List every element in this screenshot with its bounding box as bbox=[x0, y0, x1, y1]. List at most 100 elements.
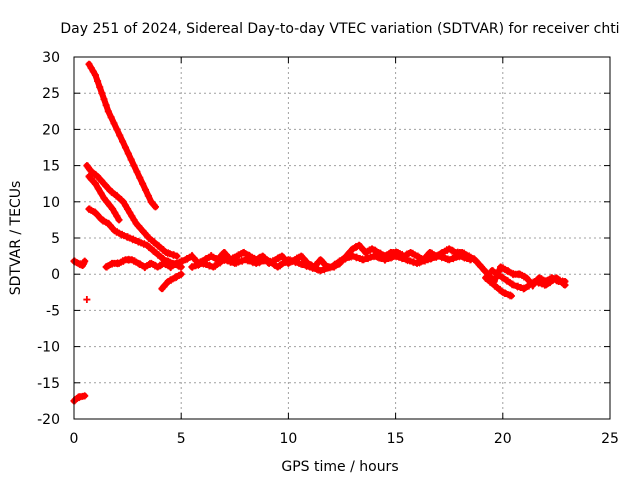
y-tick-label: 15 bbox=[42, 159, 60, 175]
data-point bbox=[456, 252, 464, 260]
data-point bbox=[488, 267, 496, 275]
data-point bbox=[144, 192, 152, 200]
data-point bbox=[520, 285, 528, 293]
data-point bbox=[259, 257, 267, 265]
data-point bbox=[136, 174, 144, 182]
data-point bbox=[531, 277, 539, 285]
data-point bbox=[100, 95, 108, 103]
data-point bbox=[449, 255, 457, 263]
series-trace-lower bbox=[491, 271, 566, 293]
data-point bbox=[492, 269, 500, 277]
data-point bbox=[331, 261, 339, 269]
data-point bbox=[431, 253, 439, 261]
data-point bbox=[98, 89, 106, 97]
data-point bbox=[545, 279, 553, 287]
data-point bbox=[334, 258, 342, 266]
y-tick-label: 10 bbox=[42, 195, 60, 211]
data-point bbox=[87, 64, 95, 72]
data-point bbox=[162, 248, 170, 256]
data-point bbox=[420, 257, 428, 265]
x-tick-label: 10 bbox=[279, 431, 297, 447]
data-track bbox=[70, 257, 89, 271]
data-point bbox=[288, 257, 296, 265]
data-point bbox=[139, 180, 147, 188]
data-point bbox=[392, 252, 400, 260]
data-point bbox=[413, 259, 421, 267]
data-point bbox=[256, 258, 264, 266]
y-tick-label: -15 bbox=[37, 376, 60, 392]
data-point bbox=[542, 281, 550, 289]
data-point bbox=[217, 258, 225, 266]
data-point bbox=[188, 263, 196, 271]
data-point bbox=[463, 255, 471, 263]
data-point bbox=[367, 253, 375, 261]
y-axis-title: SDTVAR / TECUs bbox=[8, 181, 24, 296]
data-point bbox=[445, 256, 453, 264]
data-point bbox=[356, 255, 364, 263]
data-point bbox=[395, 253, 403, 261]
data-track bbox=[85, 60, 159, 211]
data-point bbox=[434, 252, 442, 260]
data-point bbox=[151, 203, 159, 211]
data-point bbox=[249, 258, 257, 266]
data-point bbox=[209, 263, 217, 271]
data-point bbox=[352, 253, 360, 261]
data-point bbox=[370, 252, 378, 260]
data-point bbox=[227, 258, 235, 266]
data-point bbox=[202, 261, 210, 269]
data-point bbox=[320, 265, 328, 273]
data-point bbox=[513, 282, 521, 290]
data-point bbox=[284, 256, 292, 264]
data-point bbox=[406, 257, 414, 265]
data-point bbox=[89, 67, 97, 75]
data-point bbox=[427, 255, 435, 263]
data-point bbox=[302, 262, 310, 270]
data-point bbox=[141, 186, 149, 194]
data-point bbox=[81, 392, 89, 400]
data-point bbox=[349, 252, 357, 260]
data-point bbox=[177, 270, 185, 278]
data-point bbox=[119, 137, 127, 145]
data-point bbox=[502, 276, 510, 284]
data-point bbox=[327, 263, 335, 271]
data-point bbox=[121, 201, 129, 209]
data-point bbox=[317, 267, 325, 275]
data-point bbox=[363, 255, 371, 263]
data-point bbox=[338, 256, 346, 264]
data-point bbox=[130, 216, 138, 224]
data-series bbox=[70, 60, 569, 405]
data-point bbox=[252, 259, 260, 267]
data-point bbox=[94, 185, 102, 193]
data-point bbox=[306, 263, 314, 271]
y-tick-label: 0 bbox=[51, 267, 60, 283]
grid bbox=[74, 57, 610, 419]
data-point bbox=[109, 205, 117, 213]
data-point bbox=[100, 194, 108, 202]
data-point bbox=[195, 261, 203, 269]
data-point bbox=[377, 255, 385, 263]
y-tick-label: -20 bbox=[37, 412, 60, 428]
data-point bbox=[121, 144, 129, 151]
data-point bbox=[103, 198, 111, 206]
data-point bbox=[267, 258, 275, 266]
data-point bbox=[277, 261, 285, 269]
data-point bbox=[124, 150, 132, 158]
data-point bbox=[110, 119, 118, 127]
data-point bbox=[220, 256, 228, 264]
data-point bbox=[238, 257, 246, 265]
data-point bbox=[81, 257, 89, 265]
data-point bbox=[97, 189, 105, 197]
data-point bbox=[206, 262, 214, 270]
data-point bbox=[242, 256, 250, 264]
data-point bbox=[115, 216, 123, 224]
data-point bbox=[538, 280, 546, 288]
data-point bbox=[438, 253, 446, 261]
y-tick-label: 25 bbox=[42, 86, 60, 102]
data-point bbox=[166, 250, 174, 258]
data-point bbox=[388, 253, 396, 261]
data-point bbox=[113, 212, 121, 220]
data-point bbox=[499, 274, 507, 282]
data-point bbox=[106, 201, 114, 209]
data-point bbox=[263, 256, 271, 264]
